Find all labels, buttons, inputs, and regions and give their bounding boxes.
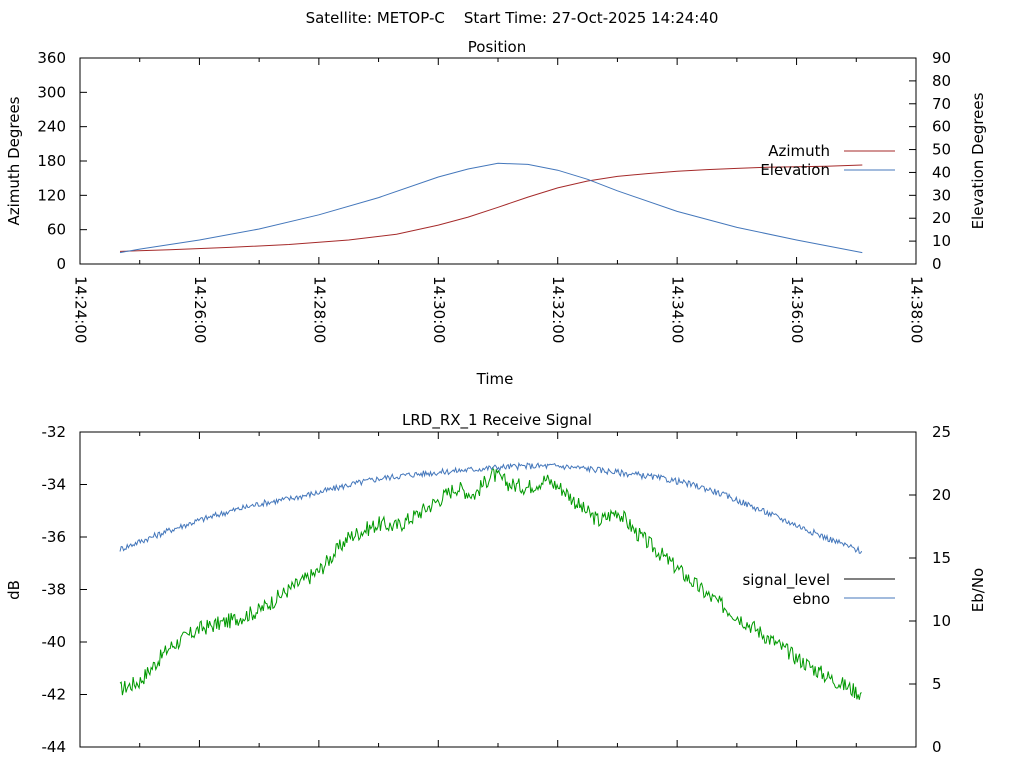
chart-header: Satellite: METOP-C Start Time: 27-Oct-20… [306, 9, 719, 27]
y2-tick-label: 25 [932, 423, 951, 441]
position-y-axis: 0 60 120 180 240 300 360 [37, 49, 87, 273]
x-tick-label: 14:24:00 [72, 276, 90, 343]
signal-y2-axis: 0 5 10 15 20 25 [909, 423, 951, 756]
receive-signal-title: LRD_RX_1 Receive Signal [402, 411, 592, 430]
position-y2-axis-title: Elevation Degrees [969, 92, 987, 229]
signal-x-axis [79, 432, 917, 747]
y-tick-label: 240 [37, 118, 66, 136]
y-tick-label: -40 [42, 633, 67, 651]
x-tick-label: 14:34:00 [669, 276, 687, 343]
y-tick-label: 120 [37, 186, 66, 204]
legend-label-azimuth: Azimuth [768, 142, 830, 160]
position-y-axis-title: Azimuth Degrees [5, 96, 23, 225]
y-tick-label: -36 [42, 528, 67, 546]
position-x-axis-title: Time [476, 370, 514, 388]
y-tick-label: 0 [56, 255, 66, 273]
y2-tick-label: 20 [932, 209, 951, 227]
position-x-axis: 14:24:00 14:26:00 14:28:00 14:30:00 14:32:00… [72, 58, 926, 343]
y2-tick-label: 10 [932, 232, 951, 250]
y-tick-label: 60 [47, 221, 66, 239]
y2-tick-label: 70 [932, 95, 951, 113]
y-tick-label: 180 [37, 152, 66, 170]
y-tick-label: -44 [42, 738, 67, 756]
position-y2-axis: 0 10 20 30 40 50 60 70 80 90 [909, 49, 951, 273]
series-line-ebno [119, 461, 863, 554]
series-line-signal-level [119, 466, 862, 700]
y-tick-label: -34 [42, 476, 67, 494]
y2-tick-label: 10 [932, 612, 951, 630]
y2-tick-label: 50 [932, 141, 951, 159]
y2-tick-label: 15 [932, 549, 951, 567]
x-tick-label: 14:30:00 [430, 276, 448, 343]
y2-tick-label: 80 [932, 72, 951, 90]
series-line-Elevation [119, 162, 863, 254]
legend-label-signal-level: signal_level [742, 571, 830, 590]
signal-y-axis-title: dB [5, 580, 23, 600]
receive-signal-plot-frame [79, 431, 917, 748]
y-tick-label: 360 [37, 49, 66, 67]
position-series [119, 162, 863, 254]
x-tick-label: 14:36:00 [788, 276, 806, 343]
y-tick-label: 300 [37, 83, 66, 101]
x-tick-label: 14:28:00 [310, 276, 328, 343]
y-tick-label: -32 [42, 423, 67, 441]
signal-series [119, 461, 863, 700]
legend-label-elevation: Elevation [760, 161, 830, 179]
y-tick-label: -42 [42, 686, 67, 704]
legend-label-ebno: ebno [793, 590, 830, 608]
position-plot: Position 0 60 120 180 240 300 360 0 10 20 30 40 50 6… [5, 38, 987, 388]
series-line-Azimuth [119, 164, 863, 252]
y-tick-label: -38 [42, 581, 67, 599]
y2-tick-label: 90 [932, 49, 951, 67]
y2-tick-label: 60 [932, 118, 951, 136]
x-tick-label: 14:26:00 [191, 276, 209, 343]
y2-tick-label: 30 [932, 186, 951, 204]
signal-legend: signal_level ebno [742, 571, 895, 608]
position-title: Position [468, 38, 526, 56]
y2-tick-label: 0 [932, 255, 942, 273]
receive-signal-plot: LRD_RX_1 Receive Signal -44-42-40-38-36-… [5, 411, 987, 756]
y2-tick-label: 5 [932, 675, 942, 693]
signal-y-axis: -44 -42 -40 -38 -36 -34 -32 [42, 423, 87, 756]
x-tick-label: 14:38:00 [908, 276, 926, 343]
y2-tick-label: 0 [932, 738, 942, 756]
y2-tick-label: 40 [932, 163, 951, 181]
signal-y2-axis-title: Eb/No [969, 568, 987, 612]
x-tick-label: 14:32:00 [549, 276, 567, 343]
y2-tick-label: 20 [932, 486, 951, 504]
position-legend: Azimuth Elevation [760, 142, 895, 179]
